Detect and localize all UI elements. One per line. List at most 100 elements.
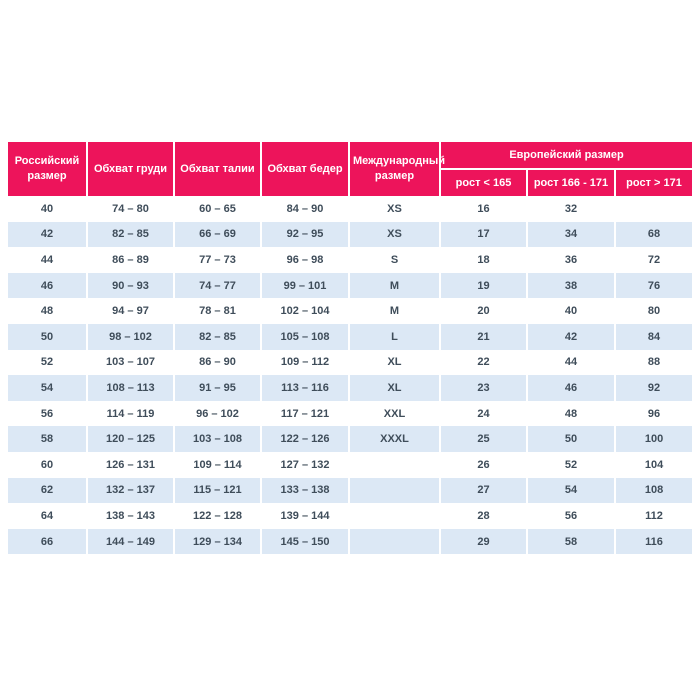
table-cell: 91 – 95 [175,375,262,401]
table-row: 60 126 – 131 109 – 114 127 – 132 26 52 104 [8,451,693,478]
table-cell: 108 [616,477,693,504]
table-cell: 116 [616,528,693,555]
table-cell: 84 – 90 [262,196,350,222]
table-cell: 50 [8,323,88,350]
table-cell: 20 [441,298,528,324]
table-cell: 16 [441,196,528,222]
column-header-waist: Обхват талии [175,142,262,196]
table-row: 66 144 – 149 129 – 134 145 – 150 29 58 116 [8,528,693,555]
table-cell: 98 – 102 [88,323,175,350]
table-cell: 144 – 149 [88,528,175,555]
table-row: 42 82 – 85 66 – 69 92 – 95 XS 17 34 68 [8,221,693,248]
table-cell: 108 – 113 [88,375,175,401]
table-cell: 113 – 116 [262,375,350,401]
table-row: 50 98 – 102 82 – 85 105 – 108 L 21 42 84 [8,323,693,350]
table-cell: 44 [8,247,88,273]
table-cell: L [350,323,441,350]
table-cell [350,451,441,478]
table-cell: 94 – 97 [88,298,175,324]
table-cell: 23 [441,375,528,401]
table-cell: 126 – 131 [88,451,175,478]
table-cell: 60 – 65 [175,196,262,222]
table-cell: XS [350,196,441,222]
column-header-chest: Обхват груди [88,142,175,196]
table-cell: 44 [528,349,616,376]
table-row: 40 74 – 80 60 – 65 84 – 90 XS 16 32 [8,196,693,222]
table-cell: 72 [616,247,693,273]
table-body: 40 74 – 80 60 – 65 84 – 90 XS 16 32 42 82 – 85 66… [8,196,693,555]
column-header-hips: Обхват бедер [262,142,350,196]
table-cell: 36 [528,247,616,273]
table-cell: 90 – 93 [88,272,175,299]
table-cell: 102 – 104 [262,298,350,324]
table-cell: 103 – 108 [175,426,262,452]
table-cell: 74 – 80 [88,196,175,222]
table-cell [616,196,693,222]
table-cell: 96 – 98 [262,247,350,273]
table-cell: M [350,298,441,324]
table-cell: 96 [616,400,693,427]
table-cell: 56 [8,400,88,427]
table-cell: 92 – 95 [262,221,350,248]
table-cell: 27 [441,477,528,504]
table-cell: 117 – 121 [262,400,350,427]
column-header-international-size: Международный размер [350,142,445,196]
table-cell: 129 – 134 [175,528,262,555]
table-cell: 82 – 85 [175,323,262,350]
table-cell: 78 – 81 [175,298,262,324]
table-row: 46 90 – 93 74 – 77 99 – 101 M 19 38 76 [8,272,693,299]
table-cell: 138 – 143 [88,503,175,529]
table-cell: 46 [528,375,616,401]
table-cell: 139 – 144 [262,503,350,529]
table-cell: 58 [528,528,616,555]
table-cell: 96 – 102 [175,400,262,427]
table-cell: 58 [8,426,88,452]
table-row: 56 114 – 119 96 – 102 117 – 121 XXL 24 48 96 [8,400,693,427]
column-header-height-166-171: рост 166 - 171 [528,170,616,196]
table-cell: 80 [616,298,693,324]
table-cell: 60 [8,451,88,478]
table-cell: XL [350,349,441,376]
table-row: 44 86 – 89 77 – 73 96 – 98 S 18 36 72 [8,247,693,273]
table-cell: 26 [441,451,528,478]
table-row: 58 120 – 125 103 – 108 122 – 126 XXXL 25 50 100 [8,426,693,452]
table-cell: 21 [441,323,528,350]
table-cell: 34 [528,221,616,248]
table-cell: 109 – 112 [262,349,350,376]
table-cell [350,477,441,504]
table-cell: 54 [528,477,616,504]
table-cell: 25 [441,426,528,452]
table-cell: 40 [8,196,88,222]
table-cell: 68 [616,221,693,248]
table-cell: 38 [528,272,616,299]
table-row: 62 132 – 137 115 – 121 133 – 138 27 54 108 [8,477,693,504]
table-cell: 24 [441,400,528,427]
table-cell: 28 [441,503,528,529]
table-cell: 48 [8,298,88,324]
table-cell: 42 [8,221,88,248]
column-group-european-size: Европейский размер [441,142,693,170]
table-cell: 52 [528,451,616,478]
table-row: 64 138 – 143 122 – 128 139 – 144 28 56 112 [8,503,693,529]
table-cell: 84 [616,323,693,350]
table-cell: 103 – 107 [88,349,175,376]
table-cell: 76 [616,272,693,299]
header-row-main: Российский размер Обхват груди Обхват та… [8,142,693,196]
table-cell: 133 – 138 [262,477,350,504]
table-cell: 122 – 126 [262,426,350,452]
table-cell: 112 [616,503,693,529]
table-cell: 42 [528,323,616,350]
table-cell: XL [350,375,441,401]
table-cell: 109 – 114 [175,451,262,478]
table-header: Российский размер Обхват груди Обхват та… [8,142,693,196]
table-cell: 46 [8,272,88,299]
column-header-height-gt-171: рост > 171 [616,170,693,196]
table-cell: 64 [8,503,88,529]
table-cell: 50 [528,426,616,452]
table-cell: 120 – 125 [88,426,175,452]
table-cell: 48 [528,400,616,427]
table-row: 48 94 – 97 78 – 81 102 – 104 M 20 40 80 [8,298,693,324]
table-cell: 104 [616,451,693,478]
table-cell: 62 [8,477,88,504]
table-cell: 29 [441,528,528,555]
